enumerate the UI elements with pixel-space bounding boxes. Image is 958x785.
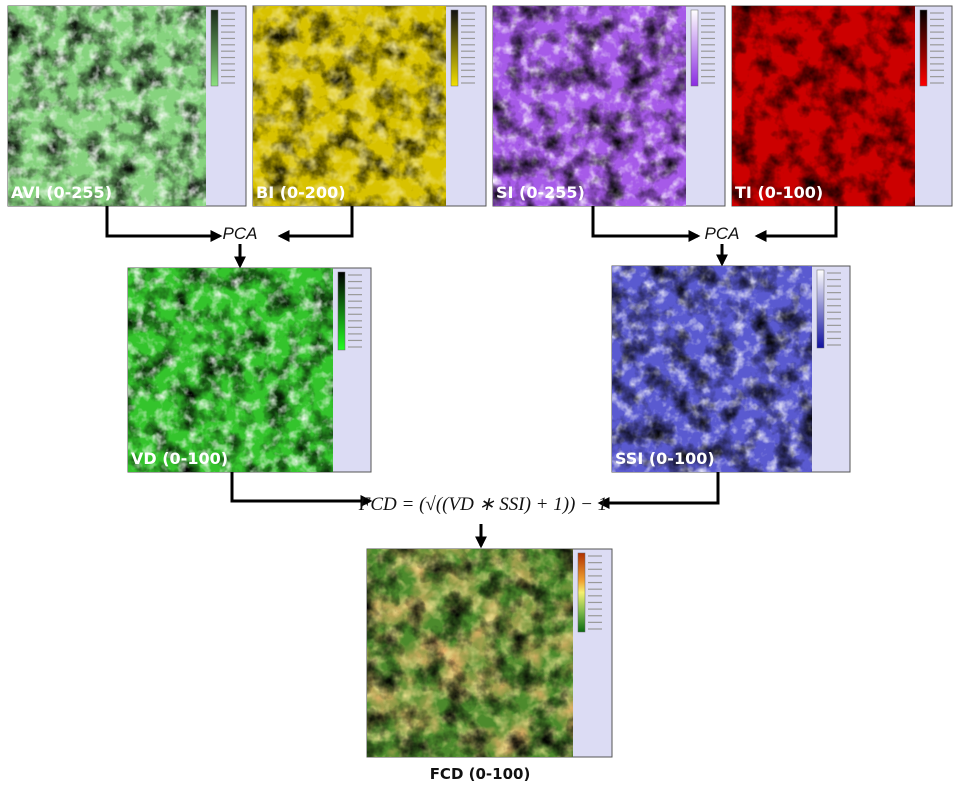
legend-bar (211, 10, 218, 86)
arrow (280, 206, 352, 236)
map-texture (253, 6, 446, 206)
legend-bar (817, 270, 824, 348)
map-panel: SI (0-255) (493, 6, 725, 206)
panels: AVI (0-255) BI (0-200) SI (0-255) TI (0-100… (8, 6, 952, 757)
pca-label: PCA (223, 224, 258, 243)
map-texture (8, 6, 206, 206)
map-panel: VD (0-100) (128, 268, 371, 472)
legend-bar (691, 10, 698, 86)
map-panel: BI (0-200) (253, 6, 486, 206)
legend-bar (578, 553, 585, 632)
formula: FCD = (√((VD ∗ SSI) + 1)) − 1 (358, 494, 607, 515)
panel-label: SSI (0-100) (615, 449, 715, 468)
panel-label: SI (0-255) (496, 183, 585, 202)
arrow (757, 206, 836, 236)
caption: FCD (0-100) (430, 765, 531, 783)
arrow (600, 472, 718, 503)
map-panel: TI (0-100) (732, 6, 952, 206)
diagram: AVI (0-255) BI (0-200) SI (0-255) TI (0-100… (0, 0, 958, 785)
legend-bar (451, 10, 458, 86)
legend-bar (338, 272, 345, 350)
page: {"panels": [ {"label": "AVI (0-255)"}, {… (0, 0, 958, 785)
map-panel (367, 549, 612, 757)
panel-label: TI (0-100) (735, 183, 823, 202)
arrow (593, 206, 698, 236)
map-panel: SSI (0-100) (612, 266, 850, 472)
arrow (107, 206, 220, 236)
map-texture (493, 6, 686, 206)
map-texture (128, 268, 333, 472)
panel-label: BI (0-200) (256, 183, 346, 202)
panel-label: AVI (0-255) (11, 183, 112, 202)
map-texture (367, 549, 573, 757)
legend-bar (920, 10, 927, 86)
map-panel: AVI (0-255) (8, 6, 246, 206)
map-texture (612, 266, 812, 472)
map-texture (732, 6, 915, 206)
arrow (232, 472, 370, 501)
panel-label: VD (0-100) (131, 449, 228, 468)
pca-label: PCA (705, 224, 740, 243)
